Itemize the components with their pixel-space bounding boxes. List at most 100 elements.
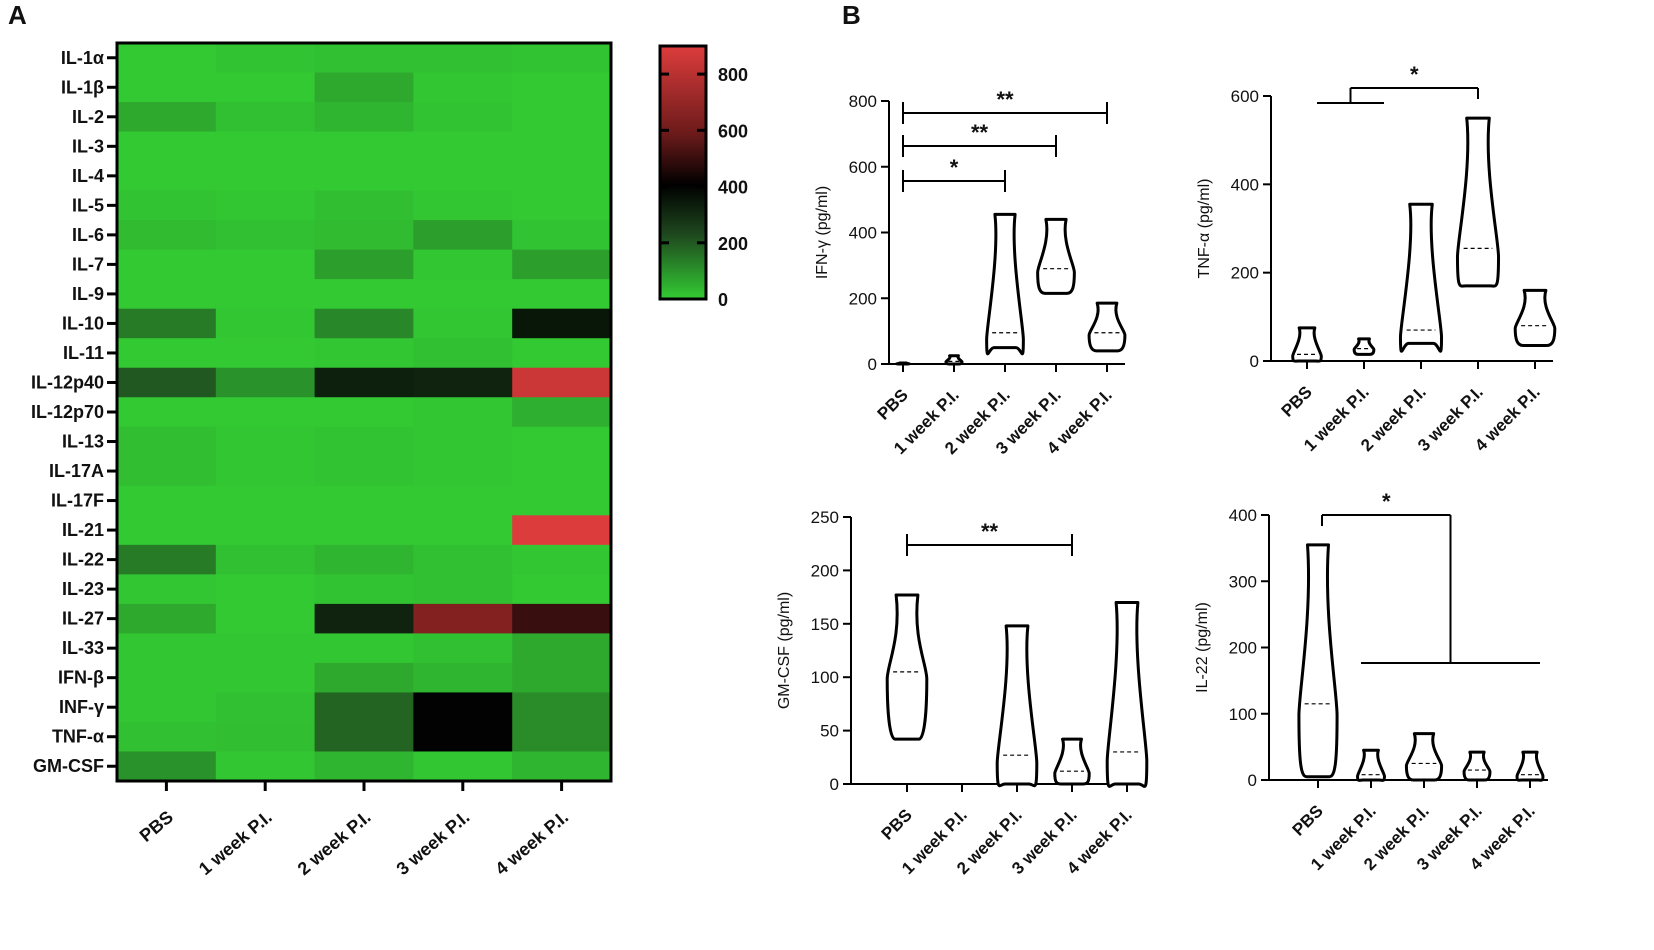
heatmap-cell xyxy=(117,456,217,487)
heatmap-cell xyxy=(117,603,217,634)
violin xyxy=(1513,288,1557,348)
heatmap-col-label: PBS xyxy=(136,807,177,846)
heatmap-cell xyxy=(413,220,513,251)
heatmap-cell xyxy=(512,102,612,133)
heatmap-panel-a: IL-1α IL-1β IL-2 IL-3 IL-4 IL-5 IL-6 IL-7 IL-9 IL… xyxy=(31,41,748,879)
heatmap-cell xyxy=(512,574,612,605)
heatmap-cell xyxy=(413,102,513,133)
heatmap-cell xyxy=(314,603,414,634)
heatmap-cell xyxy=(512,249,612,280)
colorbar-tick-label: 0 xyxy=(718,290,728,310)
heatmap-cell xyxy=(117,220,217,251)
heatmap-cell xyxy=(512,603,612,634)
significance-bracket: * xyxy=(1321,489,1540,664)
heatmap-cell xyxy=(512,426,612,457)
heatmap-cell xyxy=(215,72,316,103)
heatmap-cell xyxy=(413,692,513,723)
heatmap-cell xyxy=(512,515,612,546)
heatmap-cell xyxy=(117,43,217,74)
violin xyxy=(944,354,964,366)
heatmap-cell xyxy=(215,131,316,162)
y-tick-label: 200 xyxy=(1229,639,1257,658)
heatmap-row-label: IL-1α xyxy=(61,48,104,68)
violin xyxy=(1404,732,1444,782)
heatmap-cell xyxy=(215,220,316,251)
heatmap-cell xyxy=(512,397,612,428)
heatmap-cell xyxy=(117,338,217,369)
panel-label-a: A xyxy=(8,0,27,30)
y-tick-label: 0 xyxy=(830,775,839,794)
violin xyxy=(1398,202,1444,353)
heatmap-cell xyxy=(413,397,513,428)
violin xyxy=(995,624,1039,788)
heatmap-cell xyxy=(215,102,316,133)
heatmap-cell xyxy=(215,751,316,782)
significance-label: * xyxy=(1410,62,1419,87)
heatmap-cell xyxy=(314,397,414,428)
heatmap-cell xyxy=(512,367,612,398)
heatmap-cell xyxy=(215,308,316,339)
heatmap-cell xyxy=(215,43,316,74)
y-tick-label: 0 xyxy=(1250,352,1259,371)
heatmap-row-label: IL-1β xyxy=(61,77,104,97)
heatmap-cell xyxy=(215,249,316,280)
heatmap-cell xyxy=(117,72,217,103)
heatmap-cell xyxy=(512,338,612,369)
y-tick-label: 600 xyxy=(849,158,877,177)
heatmap-cell xyxy=(215,692,316,723)
heatmap-cell xyxy=(117,633,217,664)
heatmap-cell xyxy=(512,721,612,752)
heatmap-cell xyxy=(314,633,414,664)
heatmap-row-label: IL-13 xyxy=(62,432,104,452)
heatmap-cell xyxy=(512,72,612,103)
heatmap-cell xyxy=(512,161,612,192)
heatmap-col-label: 1 week P.I. xyxy=(195,807,276,879)
heatmap-cell xyxy=(314,131,414,162)
violin xyxy=(1036,217,1076,295)
heatmap-cell xyxy=(314,456,414,487)
heatmap-row-label: IL-3 xyxy=(72,136,104,156)
violin xyxy=(1053,737,1091,786)
heatmap-cell xyxy=(314,367,414,398)
violin xyxy=(1291,326,1323,363)
significance-label: ** xyxy=(981,519,999,544)
heatmap-row-label: TNF-α xyxy=(52,727,104,747)
heatmap-cell xyxy=(215,721,316,752)
y-tick-label: 200 xyxy=(849,289,877,308)
heatmap-cell xyxy=(215,485,316,516)
significance-bracket: ** xyxy=(902,120,1057,157)
significance-bracket: * xyxy=(902,155,1006,192)
heatmap-col-label: 2 week P.I. xyxy=(294,807,375,879)
y-tick-label: 600 xyxy=(1231,87,1259,106)
heatmap-cell xyxy=(314,662,414,693)
significance-bracket: * xyxy=(1317,62,1479,104)
heatmap-cell xyxy=(117,367,217,398)
y-tick-label: 150 xyxy=(811,615,839,634)
heatmap-cell xyxy=(413,456,513,487)
heatmap-cell xyxy=(314,308,414,339)
y-tick-label: 100 xyxy=(1229,705,1257,724)
y-tick-label: 50 xyxy=(820,722,839,741)
significance-bracket: ** xyxy=(902,87,1108,124)
heatmap-row-label: IL-12p70 xyxy=(31,402,104,422)
heatmap-cell xyxy=(413,72,513,103)
significance-label: * xyxy=(1382,489,1391,514)
heatmap-cell xyxy=(314,279,414,310)
heatmap-col-label: 3 week P.I. xyxy=(393,807,474,879)
panel-label-b: B xyxy=(842,0,861,30)
heatmap-cell xyxy=(314,161,414,192)
heatmap-cell xyxy=(413,279,513,310)
heatmap-cell xyxy=(215,456,316,487)
heatmap-cell xyxy=(215,161,316,192)
heatmap-row-label: GM-CSF xyxy=(33,756,104,776)
violin xyxy=(1356,748,1386,782)
heatmap-cell xyxy=(215,544,316,575)
heatmap-cell xyxy=(413,751,513,782)
significance-label: ** xyxy=(971,120,989,145)
heatmap-cell xyxy=(117,751,217,782)
x-category-label: PBS xyxy=(1278,382,1316,420)
significance-label: * xyxy=(950,155,959,180)
heatmap-cell xyxy=(512,190,612,221)
